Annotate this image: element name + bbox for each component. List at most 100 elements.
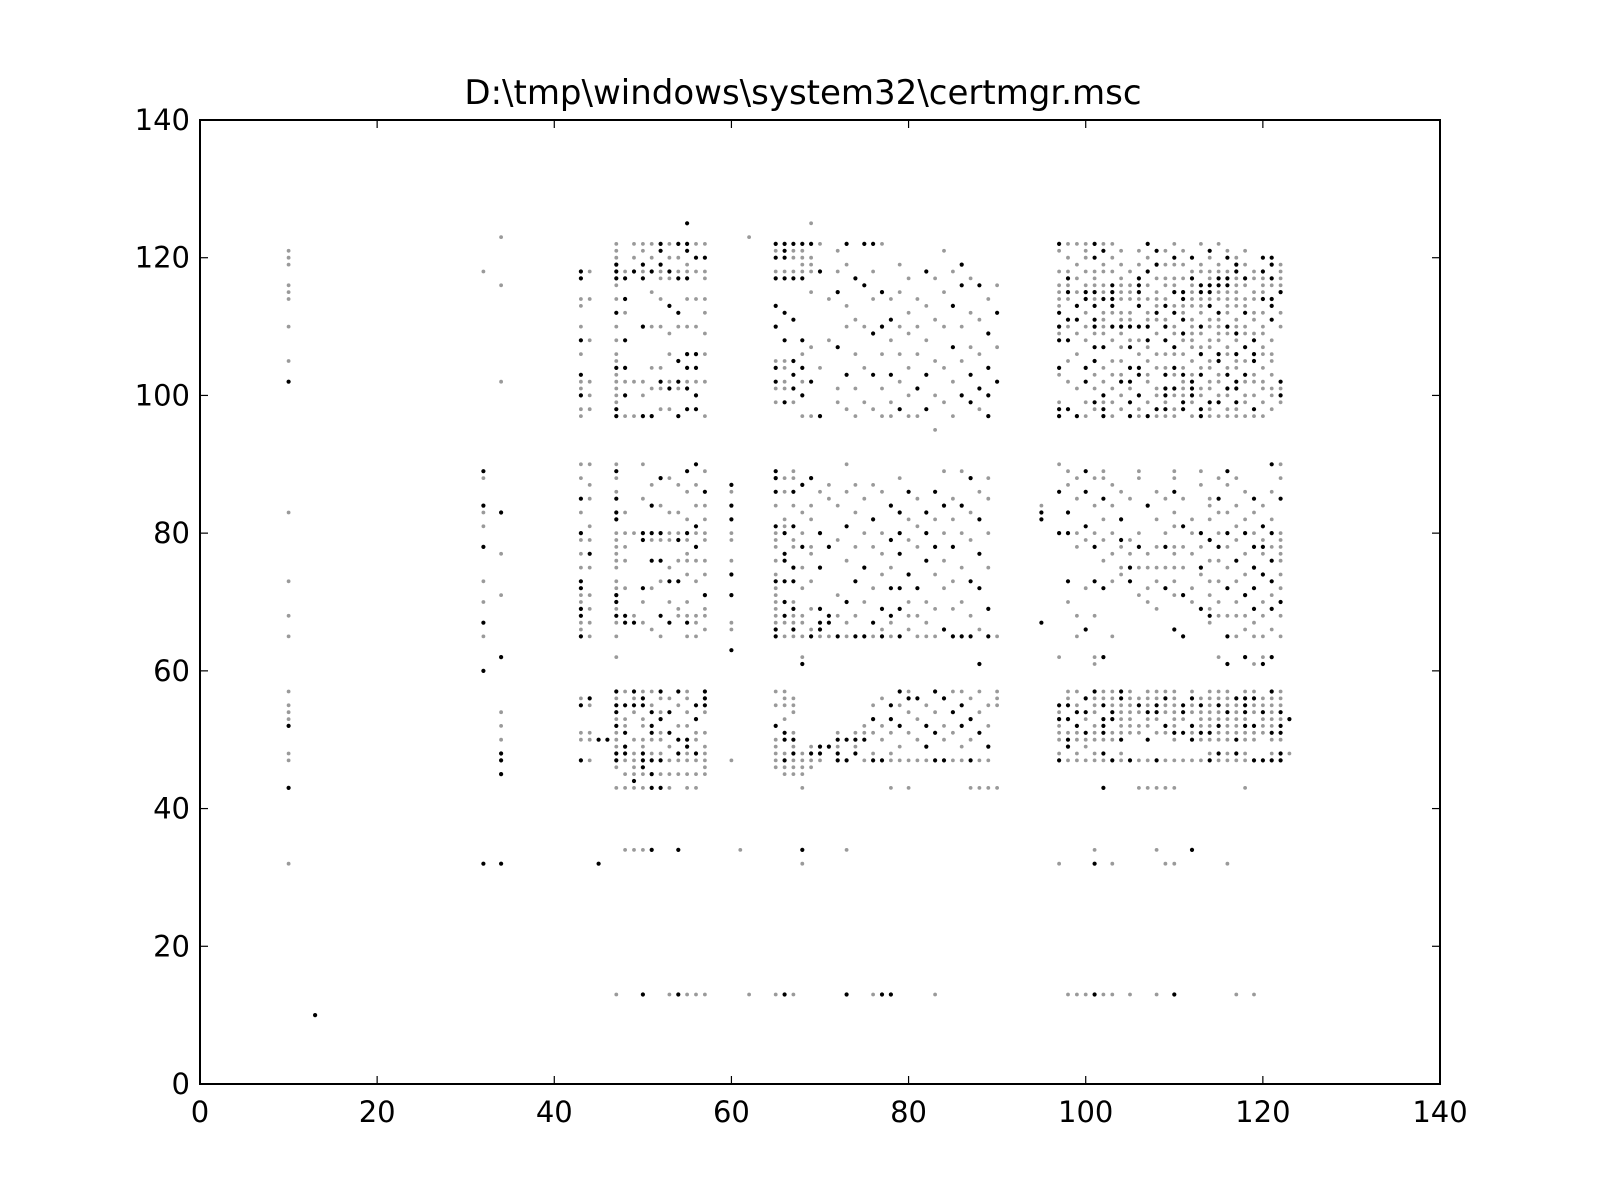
data-point xyxy=(1181,290,1186,295)
data-point xyxy=(1278,324,1283,329)
data-point xyxy=(1066,600,1070,604)
data-point xyxy=(1154,310,1159,315)
data-point xyxy=(694,531,698,535)
data-point xyxy=(1119,537,1124,543)
data-point xyxy=(1252,510,1256,515)
data-point xyxy=(1278,751,1283,756)
data-point xyxy=(968,613,973,618)
data-point xyxy=(1234,558,1239,563)
data-point xyxy=(729,572,734,577)
data-point xyxy=(1278,276,1283,281)
data-point xyxy=(640,696,646,701)
data-point xyxy=(1172,372,1177,377)
data-point xyxy=(286,379,291,384)
data-point xyxy=(1154,992,1159,997)
data-point xyxy=(1145,310,1150,315)
data-point xyxy=(844,758,849,763)
data-point xyxy=(703,730,707,735)
data-point xyxy=(649,242,654,246)
data-point xyxy=(1163,565,1168,570)
data-point xyxy=(632,772,636,776)
data-point xyxy=(773,531,778,535)
data-point xyxy=(1092,255,1097,260)
data-point xyxy=(614,352,619,356)
data-point xyxy=(800,544,805,550)
data-point xyxy=(1057,655,1061,659)
data-point xyxy=(1278,462,1283,467)
data-point xyxy=(1128,551,1132,556)
data-point xyxy=(1225,703,1230,708)
data-point xyxy=(1225,758,1230,763)
data-point xyxy=(924,304,929,308)
data-point xyxy=(499,283,503,288)
data-point xyxy=(800,772,805,776)
data-point xyxy=(959,531,964,535)
data-point xyxy=(1278,400,1283,405)
data-point xyxy=(1163,689,1168,694)
data-point xyxy=(1163,303,1168,308)
data-point xyxy=(729,558,734,563)
data-point xyxy=(579,627,583,632)
chart-title: D:\tmp\windows\system32\certmgr.msc xyxy=(464,73,1141,113)
data-point xyxy=(676,531,681,535)
data-point xyxy=(1261,283,1265,288)
data-point xyxy=(587,607,592,611)
data-point xyxy=(1181,710,1186,715)
data-point xyxy=(1154,366,1159,370)
data-point xyxy=(1269,296,1274,302)
data-point xyxy=(1234,290,1239,294)
data-point xyxy=(693,255,699,260)
data-point xyxy=(968,345,973,350)
data-point xyxy=(1128,317,1132,322)
data-point xyxy=(499,510,504,515)
data-point xyxy=(1225,248,1230,253)
data-point xyxy=(897,407,902,412)
data-point xyxy=(1172,524,1177,529)
data-point xyxy=(1216,379,1221,384)
data-point xyxy=(1083,744,1088,749)
data-point xyxy=(1269,730,1274,735)
data-point xyxy=(1189,255,1195,260)
data-point xyxy=(1243,723,1248,729)
data-point xyxy=(1243,324,1247,329)
data-point xyxy=(1234,262,1239,267)
data-point xyxy=(1137,469,1141,474)
data-point xyxy=(951,579,955,584)
data-point xyxy=(578,579,584,584)
data-point xyxy=(880,414,884,418)
data-point xyxy=(1075,276,1079,281)
data-point xyxy=(1172,565,1177,570)
data-point xyxy=(1128,710,1132,715)
data-point xyxy=(685,689,689,694)
data-point xyxy=(1278,613,1283,618)
data-point xyxy=(641,717,645,721)
data-point xyxy=(959,393,964,398)
data-point xyxy=(579,730,583,735)
data-point xyxy=(862,241,867,246)
data-point xyxy=(782,620,787,625)
data-point xyxy=(694,297,698,301)
data-point xyxy=(1145,255,1150,260)
data-point xyxy=(286,785,291,791)
data-point xyxy=(1181,717,1185,721)
data-point xyxy=(614,558,619,563)
data-point xyxy=(871,241,876,246)
data-point xyxy=(1207,607,1212,611)
data-point xyxy=(614,400,619,405)
data-point xyxy=(826,744,832,749)
data-point xyxy=(1172,304,1177,308)
data-point xyxy=(1128,724,1132,728)
data-point xyxy=(1092,324,1097,329)
data-point xyxy=(631,620,637,625)
data-point xyxy=(747,235,751,240)
data-point xyxy=(1128,297,1132,301)
data-point xyxy=(1252,662,1256,666)
data-point xyxy=(791,400,796,405)
data-point xyxy=(703,310,707,315)
data-point xyxy=(703,352,707,356)
data-point xyxy=(1190,304,1194,308)
data-point xyxy=(632,737,636,742)
data-point xyxy=(1110,359,1115,363)
data-point xyxy=(676,324,681,329)
data-point xyxy=(614,613,619,618)
